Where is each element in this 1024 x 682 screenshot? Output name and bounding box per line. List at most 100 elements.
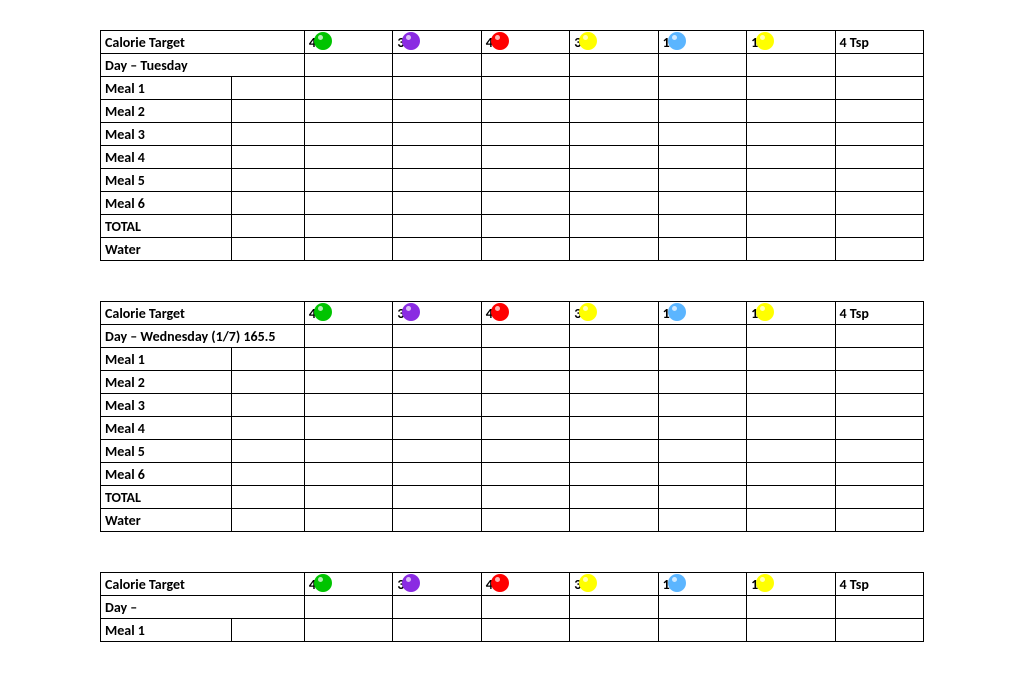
row-cat-cell — [481, 509, 569, 532]
row-label: Meal 5 — [101, 169, 232, 192]
row-cat-cell — [570, 215, 658, 238]
day-row-cell — [304, 54, 392, 77]
row-cat-cell — [658, 215, 746, 238]
row-label: Water — [101, 509, 232, 532]
row-cat-cell — [570, 100, 658, 123]
meal-table: Calorie Target4343114 TspDay – Wednesday… — [100, 301, 924, 532]
row-cat-cell — [658, 619, 746, 642]
row-cat-cell — [570, 394, 658, 417]
day-row-cell — [393, 596, 481, 619]
row-cat-cell — [747, 123, 835, 146]
row-wide-cell — [232, 146, 305, 169]
row-last-cell — [835, 146, 923, 169]
row-cat-cell — [304, 169, 392, 192]
row-cat-cell — [747, 440, 835, 463]
category-dot-5 — [756, 303, 774, 321]
row-label: TOTAL — [101, 215, 232, 238]
row-cat-cell — [570, 509, 658, 532]
row-cat-cell — [393, 192, 481, 215]
day-label: Day – — [101, 596, 305, 619]
row-cat-cell — [658, 348, 746, 371]
category-header-2: 4 — [481, 302, 569, 325]
row-label: Water — [101, 238, 232, 261]
category-header-5: 1 — [747, 302, 835, 325]
day-row-cell — [481, 54, 569, 77]
row-label: Meal 5 — [101, 440, 232, 463]
row-label: Meal 1 — [101, 619, 232, 642]
row-wide-cell — [232, 238, 305, 261]
row-cat-cell — [747, 394, 835, 417]
row-label: Meal 6 — [101, 192, 232, 215]
row-cat-cell — [393, 509, 481, 532]
row-cat-cell — [481, 486, 569, 509]
row-wide-cell — [232, 123, 305, 146]
category-header-2: 4 — [481, 31, 569, 54]
calorie-target-label: Calorie Target — [101, 31, 305, 54]
day-row-last-cell — [835, 325, 923, 348]
row-cat-cell — [304, 77, 392, 100]
day-row-cell — [481, 325, 569, 348]
row-cat-cell — [393, 215, 481, 238]
row-cat-cell — [393, 100, 481, 123]
row-cat-cell — [570, 486, 658, 509]
category-dot-5 — [756, 574, 774, 592]
row-last-cell — [835, 192, 923, 215]
row-wide-cell — [232, 192, 305, 215]
row-last-cell — [835, 238, 923, 261]
day-row-cell — [658, 596, 746, 619]
row-cat-cell — [481, 146, 569, 169]
category-header-5: 1 — [747, 573, 835, 596]
row-cat-cell — [481, 619, 569, 642]
row-cat-cell — [481, 417, 569, 440]
row-cat-cell — [658, 486, 746, 509]
row-cat-cell — [658, 371, 746, 394]
category-dot-4 — [668, 303, 686, 321]
category-dot-0 — [314, 32, 332, 50]
row-wide-cell — [232, 509, 305, 532]
row-last-cell — [835, 417, 923, 440]
day-label: Day – Wednesday (1/7) 165.5 — [101, 325, 305, 348]
row-cat-cell — [481, 169, 569, 192]
row-wide-cell — [232, 417, 305, 440]
calorie-target-label: Calorie Target — [101, 302, 305, 325]
row-cat-cell — [304, 486, 392, 509]
day-row-last-cell — [835, 54, 923, 77]
category-header-0: 4 — [304, 573, 392, 596]
row-cat-cell — [393, 394, 481, 417]
category-dot-4 — [668, 574, 686, 592]
row-cat-cell — [570, 440, 658, 463]
row-cat-cell — [658, 238, 746, 261]
row-cat-cell — [747, 371, 835, 394]
row-last-cell — [835, 394, 923, 417]
row-cat-cell — [570, 371, 658, 394]
row-cat-cell — [570, 192, 658, 215]
category-header-4: 1 — [658, 573, 746, 596]
row-cat-cell — [304, 146, 392, 169]
row-cat-cell — [481, 77, 569, 100]
row-last-cell — [835, 463, 923, 486]
row-cat-cell — [393, 238, 481, 261]
row-wide-cell — [232, 486, 305, 509]
day-row-cell — [304, 325, 392, 348]
row-cat-cell — [658, 192, 746, 215]
row-cat-cell — [658, 417, 746, 440]
last-col-label: 4 Tsp — [835, 302, 923, 325]
category-header-2: 4 — [481, 573, 569, 596]
category-dot-3 — [579, 303, 597, 321]
calorie-target-label: Calorie Target — [101, 573, 305, 596]
row-cat-cell — [570, 348, 658, 371]
day-row-cell — [393, 325, 481, 348]
row-cat-cell — [481, 348, 569, 371]
row-label: Meal 3 — [101, 394, 232, 417]
row-cat-cell — [747, 417, 835, 440]
category-dot-3 — [579, 32, 597, 50]
row-cat-cell — [570, 77, 658, 100]
category-dot-0 — [314, 574, 332, 592]
row-last-cell — [835, 509, 923, 532]
row-last-cell — [835, 169, 923, 192]
row-cat-cell — [658, 394, 746, 417]
row-cat-cell — [747, 348, 835, 371]
row-cat-cell — [393, 77, 481, 100]
row-cat-cell — [570, 123, 658, 146]
day-row-cell — [570, 54, 658, 77]
